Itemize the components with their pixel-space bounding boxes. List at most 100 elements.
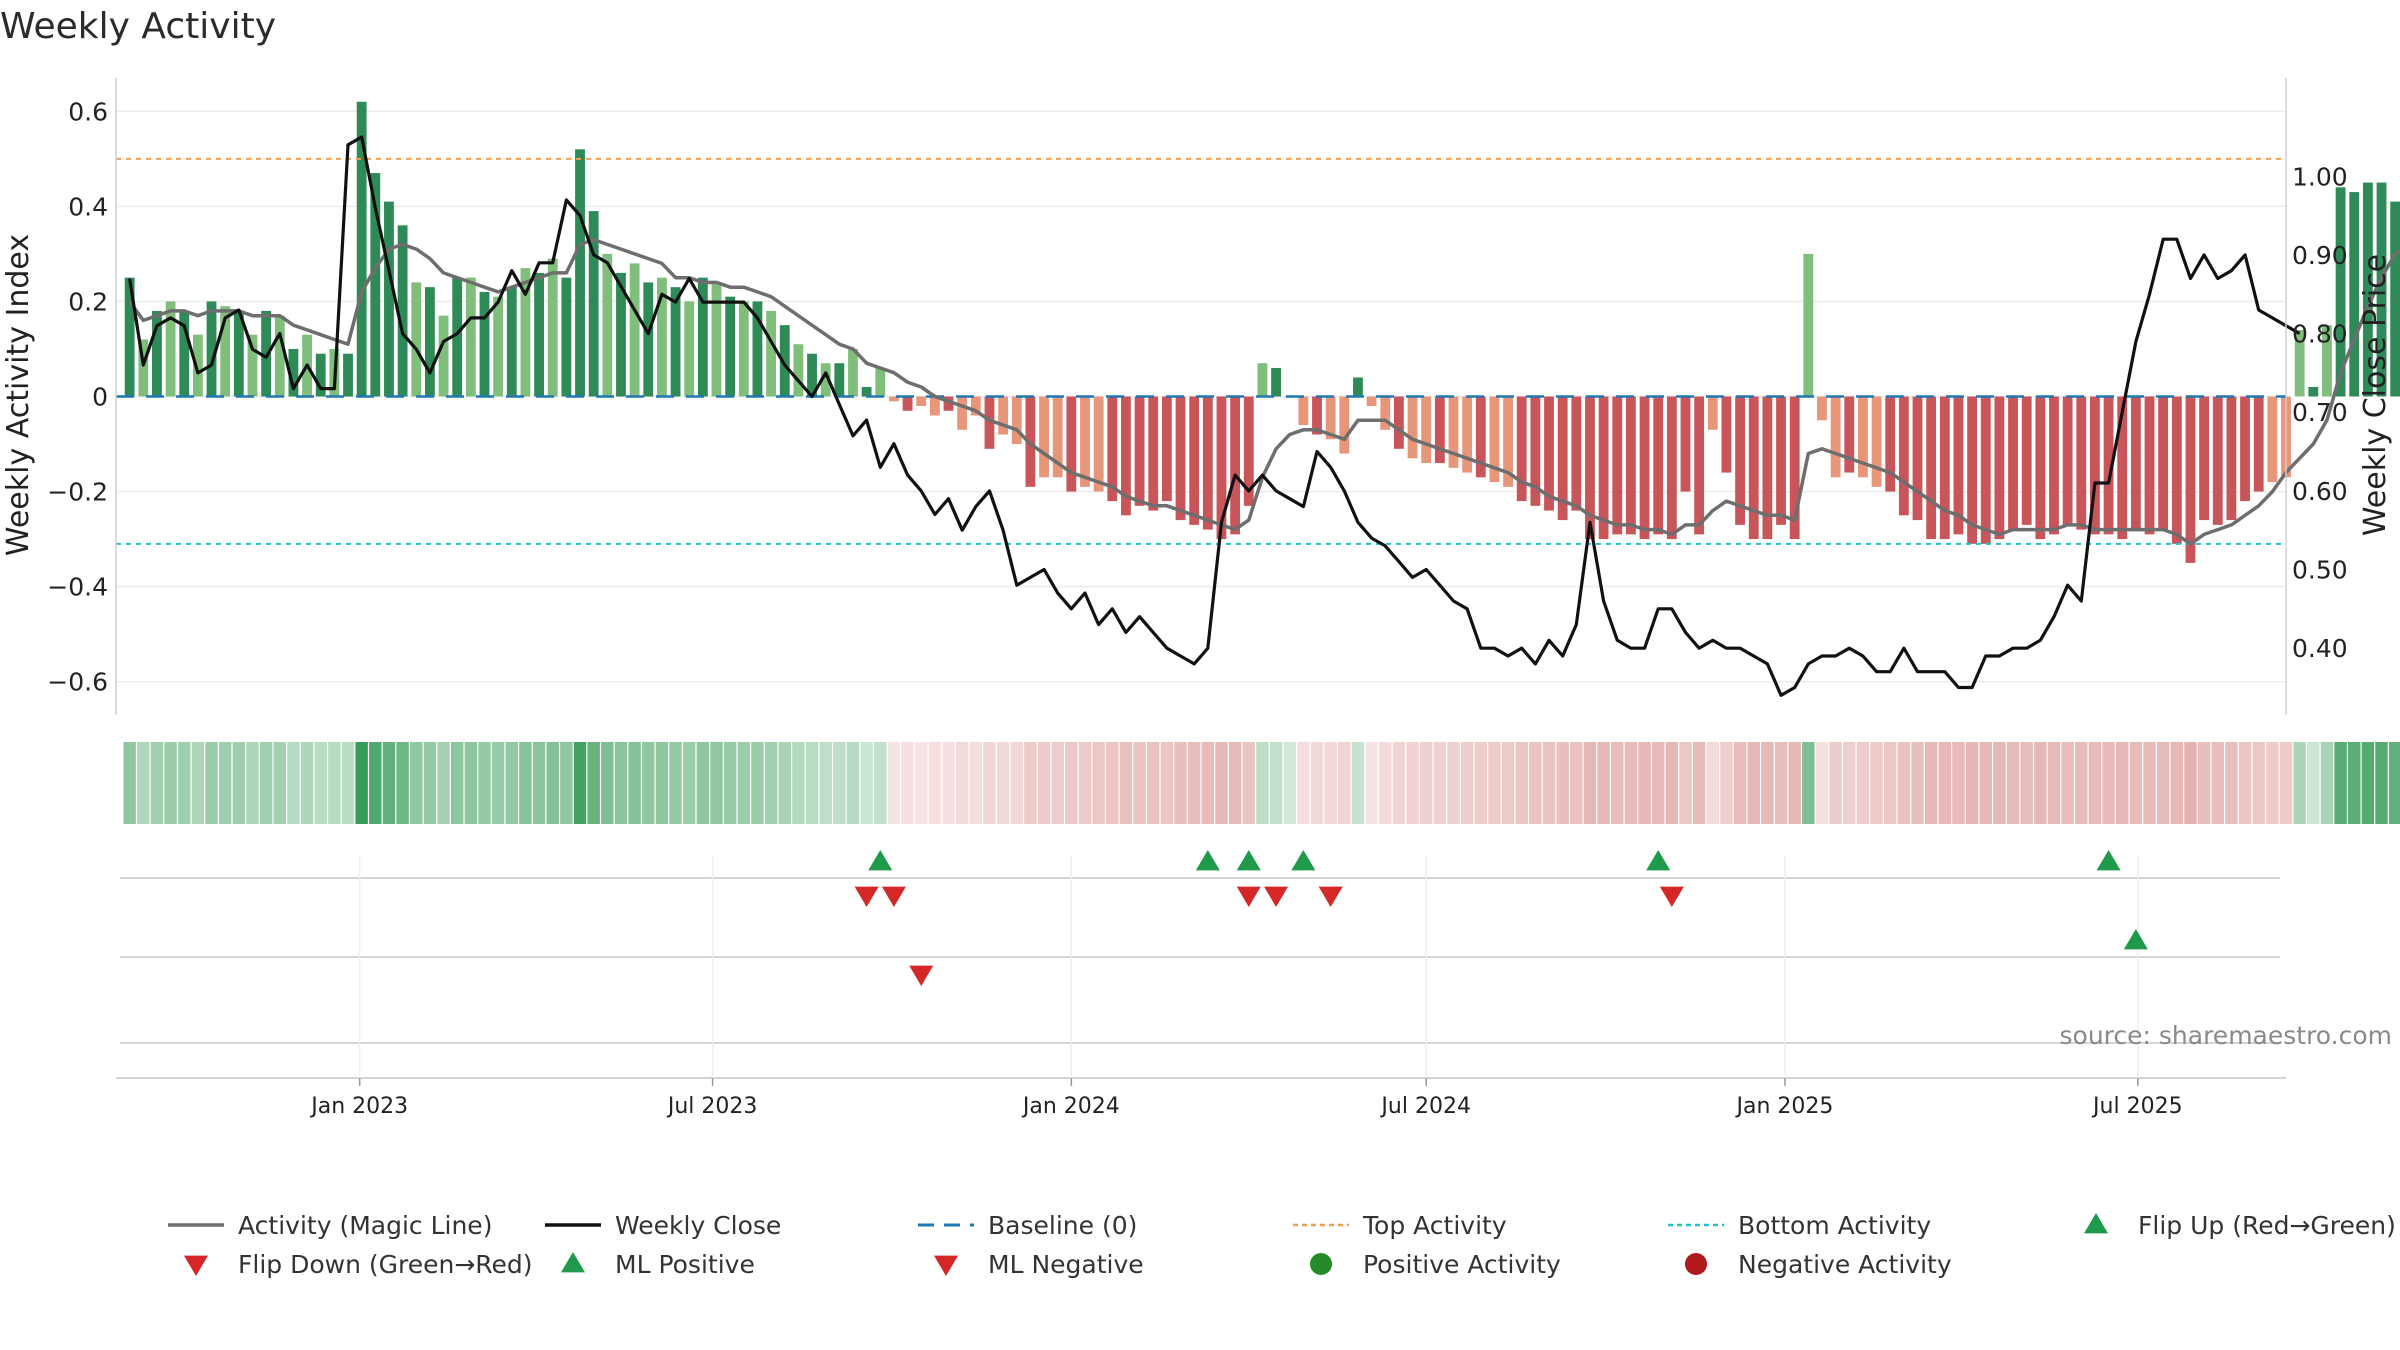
activity-bar: [1052, 396, 1063, 478]
activity-bar: [1762, 396, 1773, 540]
heat-cell: [287, 742, 300, 824]
heat-cell: [1733, 742, 1747, 824]
heat-cell: [1761, 742, 1774, 824]
activity-bar: [1325, 396, 1336, 440]
activity-bar: [588, 211, 599, 397]
heat-cell: [423, 742, 437, 824]
heat-cell: [491, 742, 505, 824]
activity-bar: [684, 301, 695, 397]
ml-negative-marker: [881, 886, 906, 907]
activity-bar: [1666, 396, 1677, 540]
heat-cell: [191, 742, 205, 824]
activity-bar: [2294, 329, 2305, 397]
activity-bar: [1625, 396, 1636, 535]
heat-cell: [874, 742, 887, 824]
activity-bar: [1967, 396, 1978, 544]
activity-bar: [2035, 396, 2046, 540]
heat-cell: [2320, 742, 2334, 824]
heat-cell: [1611, 742, 1624, 824]
x-tick-label: Jul 2023: [666, 1094, 758, 1119]
activity-bar: [1107, 396, 1118, 502]
activity-bar: [697, 277, 708, 397]
activity-bar: [1434, 396, 1445, 464]
activity-bar: [2376, 182, 2387, 397]
activity-bar: [2240, 396, 2250, 502]
flip-down-marker: [909, 965, 934, 986]
activity-bar: [1503, 396, 1513, 487]
heat-cell: [737, 742, 751, 824]
activity-bar: [2253, 396, 2264, 492]
heat-cell: [846, 742, 860, 824]
heat-cell: [2252, 742, 2265, 824]
x-tick-label: Jul 2024: [1379, 1094, 1471, 1119]
heat-cell: [1474, 742, 1488, 824]
activity-bar: [793, 344, 804, 397]
heat-cell: [1324, 742, 1337, 824]
activity-bar: [1953, 396, 1964, 535]
activity-bar: [397, 225, 408, 397]
activity-bar: [1653, 396, 1664, 535]
activity-bar: [2171, 396, 2182, 544]
heat-cell: [2279, 742, 2293, 824]
heat-cell: [1515, 742, 1528, 824]
ml-positive-marker: [1195, 850, 1220, 871]
activity-bar: [1912, 396, 1923, 521]
activity-bar: [1243, 396, 1254, 506]
heat-cell: [1392, 742, 1406, 824]
activity-bar: [1339, 396, 1350, 454]
activity-bar: [1844, 396, 1855, 473]
heat-cell: [437, 742, 450, 824]
ml-positive-marker: [1236, 850, 1261, 871]
flip-up-marker: [2123, 929, 2148, 950]
legend-label: Activity (Magic Line): [238, 1211, 492, 1240]
activity-bar: [1298, 396, 1309, 426]
y-axis-label: Weekly Activity Index: [1, 234, 36, 556]
heat-cell: [1447, 742, 1460, 824]
legend-swatch: [561, 1252, 585, 1273]
heat-cell: [2034, 742, 2047, 824]
activity-bar: [1557, 396, 1568, 521]
activity-bar: [998, 396, 1009, 435]
activity-bar: [1216, 396, 1227, 540]
heat-cell: [2116, 742, 2129, 824]
y-tick-label: 0.4: [68, 192, 108, 221]
activity-bar: [1380, 396, 1391, 430]
activity-bar: [2076, 396, 2087, 530]
activity-bar: [1257, 363, 1268, 397]
y-tick-label: 0.2: [68, 287, 108, 316]
heat-cell: [2156, 742, 2170, 824]
activity-bar: [2335, 187, 2346, 397]
heat-cell: [1228, 742, 1242, 824]
activity-bar: [1858, 396, 1868, 478]
activity-bar: [1680, 396, 1691, 492]
heat-cell: [682, 742, 696, 824]
heat-cell: [573, 742, 587, 824]
activity-bar: [247, 334, 258, 397]
heat-cell: [1351, 742, 1365, 824]
heat-cell: [1147, 742, 1160, 824]
heat-cell: [614, 742, 628, 824]
heat-cell: [355, 742, 368, 824]
heat-cell: [259, 742, 273, 824]
heat-cell: [996, 742, 1010, 824]
chart-title: Weekly Activity: [0, 6, 276, 47]
activity-heat-strip: [123, 742, 2400, 824]
x-tick-label: Jan 2024: [1021, 1094, 1120, 1119]
heat-cell: [1815, 742, 1829, 824]
y2-tick-label: 0.60: [2292, 477, 2348, 506]
activity-bar: [1516, 396, 1527, 502]
activity-bar: [138, 339, 149, 397]
heat-cell: [1679, 742, 1692, 824]
activity-bar: [1489, 396, 1500, 483]
activity-bar: [1366, 396, 1377, 407]
activity-bar: [766, 310, 777, 397]
heat-cell: [942, 742, 955, 824]
heat-cell: [232, 742, 246, 824]
heat-cell: [1065, 742, 1078, 824]
heat-cell: [587, 742, 600, 824]
heat-cell: [2361, 742, 2375, 824]
legend-label: Baseline (0): [988, 1211, 1137, 1240]
heat-cell: [1406, 742, 1419, 824]
legend-item: Flip Down (Green→Red): [184, 1250, 533, 1279]
activity-bar: [1312, 396, 1322, 435]
